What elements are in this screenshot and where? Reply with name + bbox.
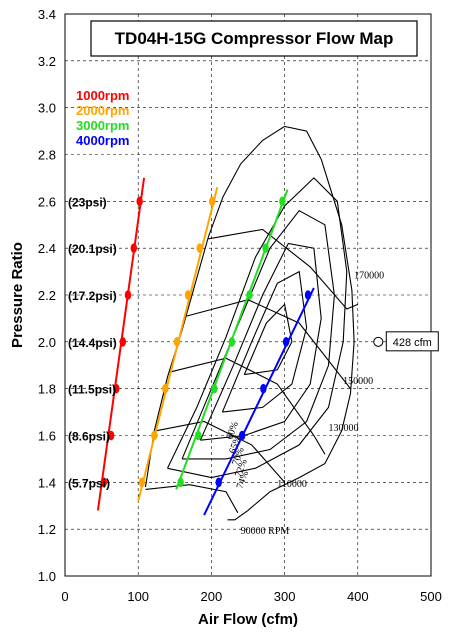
axis-ticks: 0 100 200 300 400 500 1.0 1.2 1.4 1.6 1.8 2.0 2.2 2.4…: [38, 7, 442, 604]
efficiency-island: [243, 303, 293, 376]
data-point: [215, 477, 222, 488]
data-point: [184, 290, 192, 300]
data-point: [208, 196, 216, 207]
x-tick-label: 500: [420, 589, 442, 604]
data-point: [228, 337, 236, 347]
legend-entry: 3000rpm: [76, 118, 129, 133]
data-point: [124, 290, 132, 300]
rpm-series: [96, 177, 315, 516]
data-point: [177, 477, 184, 488]
data-point: [196, 243, 203, 253]
compressor-map-contours: 60%65%70%72%74%90000 RPM1100001300001500…: [144, 125, 384, 537]
series-line: [203, 287, 315, 516]
chart-title: TD04H-15G Compressor Flow Map: [115, 29, 394, 48]
pressure-psi-labels: (5.7psi) (8.6psi) (11.5psi) (14.4psi) (17.2p…: [68, 195, 117, 490]
speed-line-label: 90000 RPM: [241, 526, 290, 537]
data-point: [113, 383, 120, 394]
data-point: [238, 430, 246, 441]
y-tick-label: 3.4: [38, 7, 56, 22]
x-tick-label: 0: [61, 589, 68, 604]
psi-label: (11.5psi): [68, 383, 116, 397]
psi-label: (17.2psi): [68, 289, 117, 303]
x-tick-label: 100: [127, 589, 149, 604]
data-point: [211, 383, 218, 394]
efficiency-island: [167, 177, 348, 479]
y-axis-title: Pressure Ratio: [9, 242, 26, 348]
y-tick-label: 3.2: [38, 54, 56, 69]
cfm-label: 428 cfm: [393, 337, 432, 349]
speed-line-label: 150000: [343, 376, 373, 387]
data-point: [304, 290, 312, 300]
psi-label: (8.6psi): [68, 430, 110, 444]
y-tick-label: 2.4: [38, 241, 56, 256]
choke-boundary: [227, 159, 355, 521]
speed-line: [168, 357, 326, 455]
data-point: [162, 383, 169, 394]
legend-entry: 2000rpm: [76, 103, 129, 118]
y-tick-label: 2.2: [38, 288, 56, 303]
y-tick-label: 2.8: [38, 148, 56, 163]
series-1000rpm: [96, 177, 146, 511]
data-point: [130, 243, 138, 253]
legend-entry: 4000rpm: [76, 133, 129, 148]
data-point: [279, 196, 286, 207]
data-point: [100, 477, 107, 488]
series-2000rpm: [137, 187, 219, 502]
data-point: [262, 243, 269, 253]
psi-label: (14.4psi): [68, 336, 117, 350]
data-point: [107, 430, 115, 441]
speed-line-label: 110000: [277, 479, 307, 490]
psi-label: (5.7psi): [68, 476, 110, 490]
data-point: [138, 477, 146, 488]
efficiency-island: [221, 270, 308, 413]
data-point: [195, 430, 202, 441]
y-tick-label: 3.0: [38, 101, 56, 116]
speed-line: [155, 420, 286, 483]
cfm-label-box: [385, 331, 439, 352]
efficiency-island: [199, 242, 322, 441]
x-tick-label: 300: [274, 589, 296, 604]
x-tick-label: 400: [347, 589, 369, 604]
speed-line: [186, 299, 351, 390]
y-tick-label: 1.8: [38, 382, 56, 397]
data-point: [136, 196, 143, 207]
title-box: [90, 20, 418, 57]
y-tick-label: 1.2: [38, 522, 56, 537]
y-tick-label: 1.4: [38, 475, 56, 490]
psi-label: (23psi): [68, 195, 107, 209]
data-point: [119, 337, 127, 347]
data-point: [282, 337, 290, 347]
cfm-marker-point: [373, 336, 384, 347]
x-axis-title: Air Flow (cfm): [198, 611, 298, 628]
y-tick-label: 2.6: [38, 194, 56, 209]
data-point: [260, 383, 267, 394]
psi-label: (20.1psi): [68, 242, 117, 256]
y-tick-label: 1.6: [38, 429, 56, 444]
data-point: [246, 290, 253, 300]
x-tick-label: 200: [201, 589, 223, 604]
data-point: [151, 430, 158, 441]
speed-line-label: 170000: [354, 271, 384, 282]
series-3000rpm: [175, 189, 289, 490]
cfm-marker: 428 cfm: [373, 331, 439, 352]
plot-area-frame: [64, 13, 432, 577]
y-tick-label: 2.0: [38, 335, 56, 350]
data-point: [173, 337, 181, 347]
y-tick-label: 1.0: [38, 569, 56, 584]
speed-line-label: 130000: [329, 423, 359, 434]
speed-line: [208, 228, 359, 310]
series-4000rpm: [203, 287, 315, 516]
speed-line: [145, 484, 239, 514]
legend-entry: 1000rpm: [76, 88, 129, 103]
